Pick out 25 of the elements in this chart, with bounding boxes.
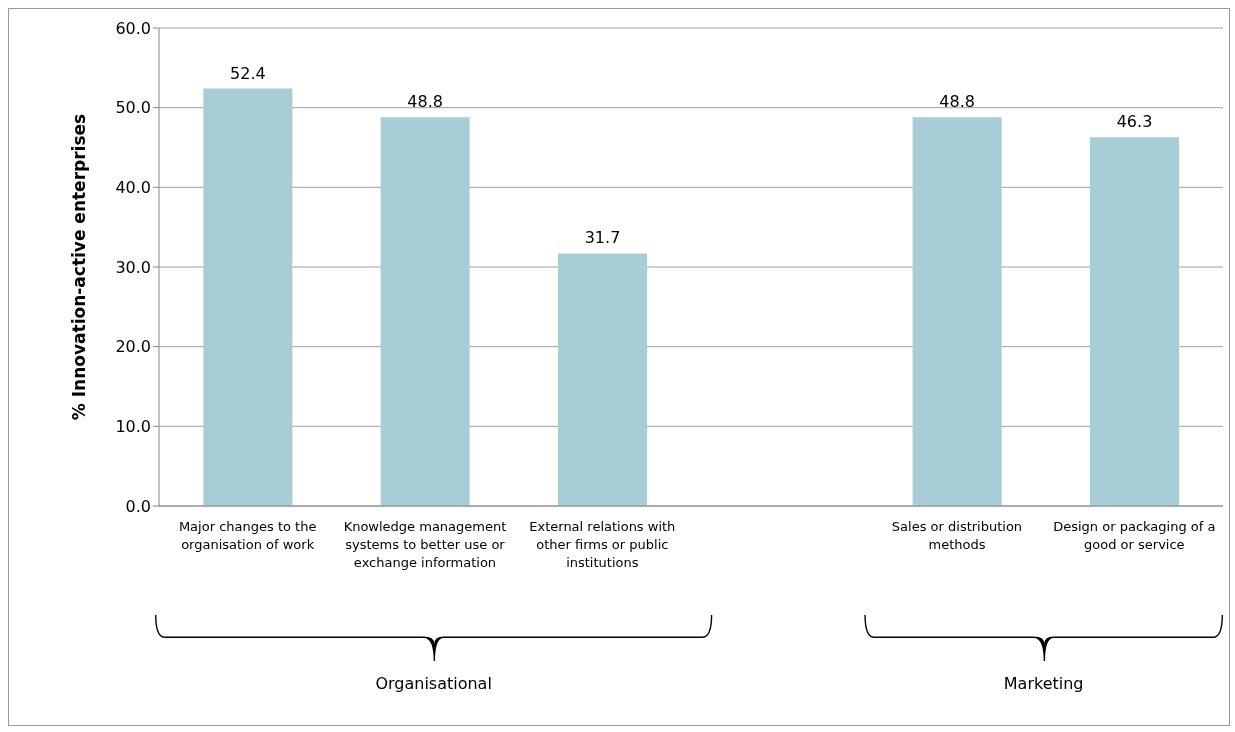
bar bbox=[912, 117, 1002, 506]
data-label: 31.7 bbox=[584, 228, 621, 248]
x-tick-label: Major changes to the organisation of work bbox=[177, 518, 318, 554]
y-tick-label: 50.0 bbox=[115, 98, 151, 118]
bar bbox=[380, 117, 470, 506]
y-axis-title: % Innovation-active enterprises bbox=[69, 113, 90, 421]
data-label: 48.8 bbox=[407, 92, 443, 112]
y-tick-label: 30.0 bbox=[115, 257, 151, 277]
y-tick-label: 20.0 bbox=[115, 337, 151, 357]
bar bbox=[1090, 137, 1179, 506]
x-tick-label: Sales or distribution methods bbox=[890, 518, 1024, 554]
y-tick-label: 10.0 bbox=[115, 417, 151, 437]
data-label: 48.8 bbox=[939, 92, 975, 112]
y-tick-label: 60.0 bbox=[115, 18, 151, 38]
text: Organisational bbox=[375, 674, 492, 693]
bar bbox=[203, 88, 293, 506]
data-label: 46.3 bbox=[1116, 112, 1153, 132]
y-tick-label: 0.0 bbox=[125, 496, 151, 516]
x-tick-label: External relations with other firms or public institutions bbox=[528, 518, 677, 572]
x-tick-label: Design or packaging of a good or service bbox=[1052, 518, 1217, 554]
bar bbox=[558, 253, 647, 506]
x-tick-label: Knowledge management systems to better use or exchange information bbox=[342, 518, 508, 572]
data-label: 52.4 bbox=[230, 63, 266, 83]
y-tick-label: 40.0 bbox=[115, 178, 151, 198]
text: Marketing bbox=[1003, 674, 1084, 693]
